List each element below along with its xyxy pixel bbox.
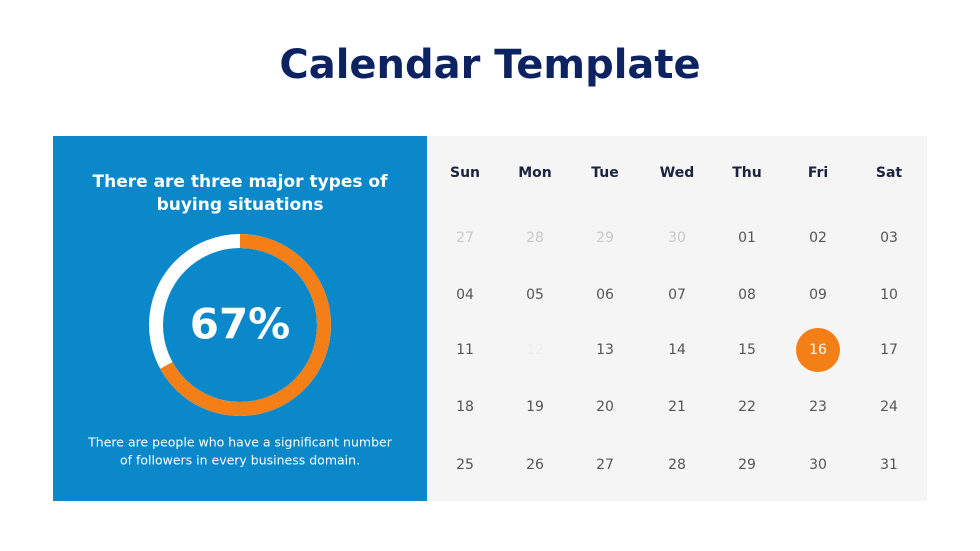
panel-heading: buying situations <box>157 195 324 215</box>
day-number: 29 <box>596 230 614 246</box>
day-number: 01 <box>738 230 756 246</box>
title: Calendar Template <box>279 42 700 88</box>
day-number: 09 <box>809 287 827 303</box>
calendar-panel <box>427 136 927 501</box>
day-number: 18 <box>456 399 474 415</box>
day-number: 17 <box>880 342 898 358</box>
weekday-label: Sun <box>450 165 480 181</box>
day-number: 06 <box>596 287 614 303</box>
day-highlight <box>796 328 840 372</box>
day-number: 22 <box>738 399 756 415</box>
day-number: 31 <box>880 457 898 473</box>
day-number: 28 <box>526 230 544 246</box>
day-number: 02 <box>809 230 827 246</box>
day-number: 15 <box>738 342 756 358</box>
donut-label: 67% <box>190 300 291 349</box>
day-number: 24 <box>880 399 898 415</box>
weekday-label: Sat <box>876 165 903 181</box>
weekday-label: Thu <box>732 165 761 181</box>
weekday-label: Wed <box>660 165 694 181</box>
day-number: 13 <box>596 342 614 358</box>
weekday-label: Fri <box>808 165 828 181</box>
day-number: 26 <box>526 457 544 473</box>
day-number: 05 <box>526 287 544 303</box>
panel-heading: There are three major types of <box>93 172 389 192</box>
day-number: 28 <box>668 457 686 473</box>
day-number: 07 <box>668 287 686 303</box>
day-number: 08 <box>738 287 756 303</box>
weekday-label: Mon <box>518 165 552 181</box>
day-number: 27 <box>596 457 614 473</box>
day-number: 14 <box>668 342 686 358</box>
info-panel <box>53 136 427 501</box>
panel-description: of followers in every business domain. <box>120 453 360 468</box>
day-number: 12 <box>526 342 544 358</box>
donut-arc <box>149 234 331 416</box>
day-number: 29 <box>738 457 756 473</box>
panel-description: There are people who have a significant … <box>87 435 393 450</box>
day-number: 04 <box>456 287 474 303</box>
day-number: 21 <box>668 399 686 415</box>
day-number: 19 <box>526 399 544 415</box>
day-number: 30 <box>668 230 686 246</box>
day-number: 10 <box>880 287 898 303</box>
day-number: 25 <box>456 457 474 473</box>
day-number: 27 <box>456 230 474 246</box>
day-number: 03 <box>880 230 898 246</box>
day-number: 20 <box>596 399 614 415</box>
day-number: 30 <box>809 457 827 473</box>
day-number: 16 <box>809 342 827 358</box>
weekday-label: Tue <box>591 165 618 181</box>
day-number: 23 <box>809 399 827 415</box>
day-number: 11 <box>456 342 474 358</box>
